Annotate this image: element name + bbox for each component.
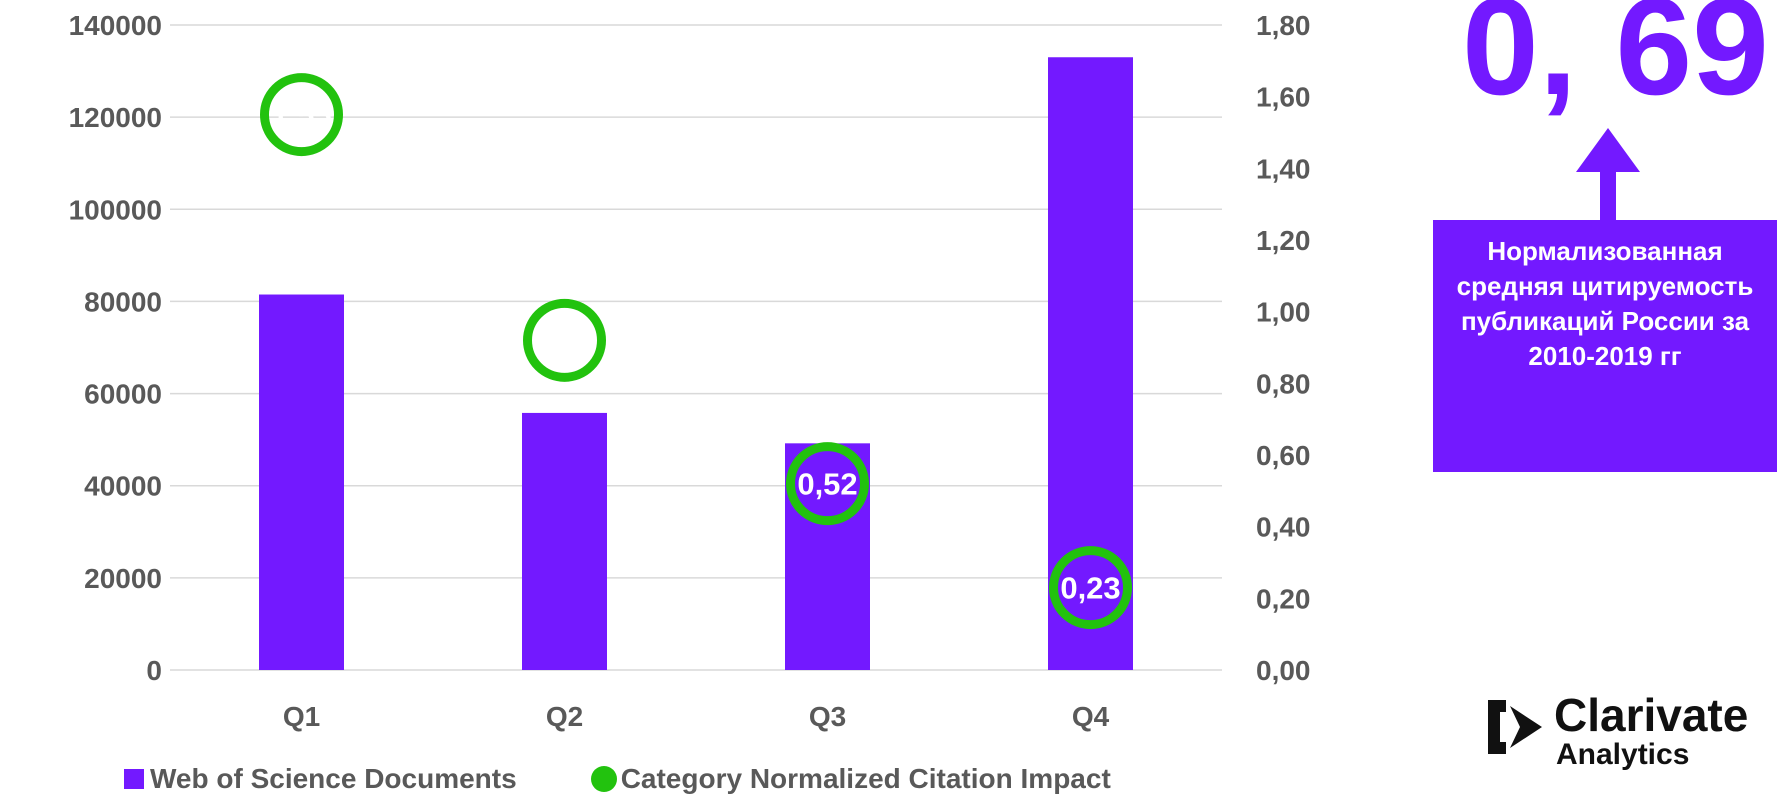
highlight-note-box: Нормализованная средняя цитируемость пуб… (1433, 220, 1777, 472)
right-axis-ticks: 0,00 0,20 0,40 0,60 0,80 1,00 1,20 1,40 1,60 1,80 (1256, 10, 1311, 686)
left-tick-label: 0 (146, 655, 162, 686)
right-tick-label: 1,80 (1256, 10, 1311, 41)
marker-q1 (260, 73, 343, 157)
logo-wordmark: Clarivate (1554, 689, 1749, 741)
data-label: 0,23 (1060, 571, 1120, 606)
category-label: Q4 (1072, 701, 1110, 732)
highlight-value: 0, 69 (1462, 0, 1769, 124)
legend-swatch-square (124, 769, 144, 789)
category-label: Q2 (546, 701, 583, 732)
category-label: Q1 (283, 701, 320, 732)
markers: 1,55 0,92 0,52 0,23 (260, 73, 1132, 630)
clarivate-logo-icon (1488, 700, 1542, 754)
data-label: 0,52 (797, 467, 857, 502)
legend-item-cnci: Category Normalized Citation Impact (590, 763, 1111, 795)
legend-label-documents: Web of Science Documents (150, 763, 517, 794)
data-label: 1,55 (271, 98, 331, 133)
right-tick-label: 0,00 (1256, 655, 1311, 686)
left-tick-label: 20000 (84, 563, 162, 594)
left-axis-ticks: 0 20000 40000 60000 80000 100000 120000 140000 (69, 10, 162, 686)
right-tick-label: 1,60 (1256, 82, 1311, 113)
right-tick-label: 1,20 (1256, 225, 1311, 256)
legend-item-documents: Web of Science Documents (124, 763, 517, 795)
clarivate-logo: Clarivate Analytics (1484, 692, 1764, 782)
marker-q3 (786, 442, 869, 526)
right-tick-label: 0,40 (1256, 512, 1311, 543)
legend: Web of Science Documents Category Normal… (124, 763, 1185, 795)
legend-swatch-circle (590, 766, 617, 792)
bars (259, 57, 1133, 670)
left-tick-label: 100000 (69, 194, 162, 225)
marker-q4 (1049, 546, 1132, 630)
right-tick-label: 0,20 (1256, 583, 1311, 614)
left-tick-label: 120000 (69, 102, 162, 133)
category-labels: Q1 Q2 Q3 Q4 (283, 701, 1110, 732)
right-tick-label: 0,80 (1256, 368, 1311, 399)
category-label: Q3 (809, 701, 846, 732)
left-tick-label: 40000 (84, 471, 162, 502)
bar-q2 (522, 412, 607, 670)
bar-q3 (785, 443, 870, 670)
right-tick-label: 0,60 (1256, 440, 1311, 471)
highlight-note-text: Нормализованная средняя цитируемость пуб… (1456, 236, 1754, 371)
up-arrow-icon (1576, 128, 1640, 223)
right-tick-label: 1,00 (1256, 297, 1311, 328)
legend-label-cnci: Category Normalized Citation Impact (620, 763, 1111, 794)
gridlines (170, 24, 1222, 671)
data-label: 0,92 (534, 323, 594, 358)
right-tick-label: 1,40 (1256, 153, 1311, 184)
left-tick-label: 140000 (69, 10, 162, 41)
logo-subtitle: Analytics (1556, 738, 1690, 771)
left-tick-label: 80000 (84, 286, 162, 317)
bar-q1 (259, 294, 344, 670)
left-tick-label: 60000 (84, 379, 162, 410)
marker-q2 (523, 298, 606, 382)
